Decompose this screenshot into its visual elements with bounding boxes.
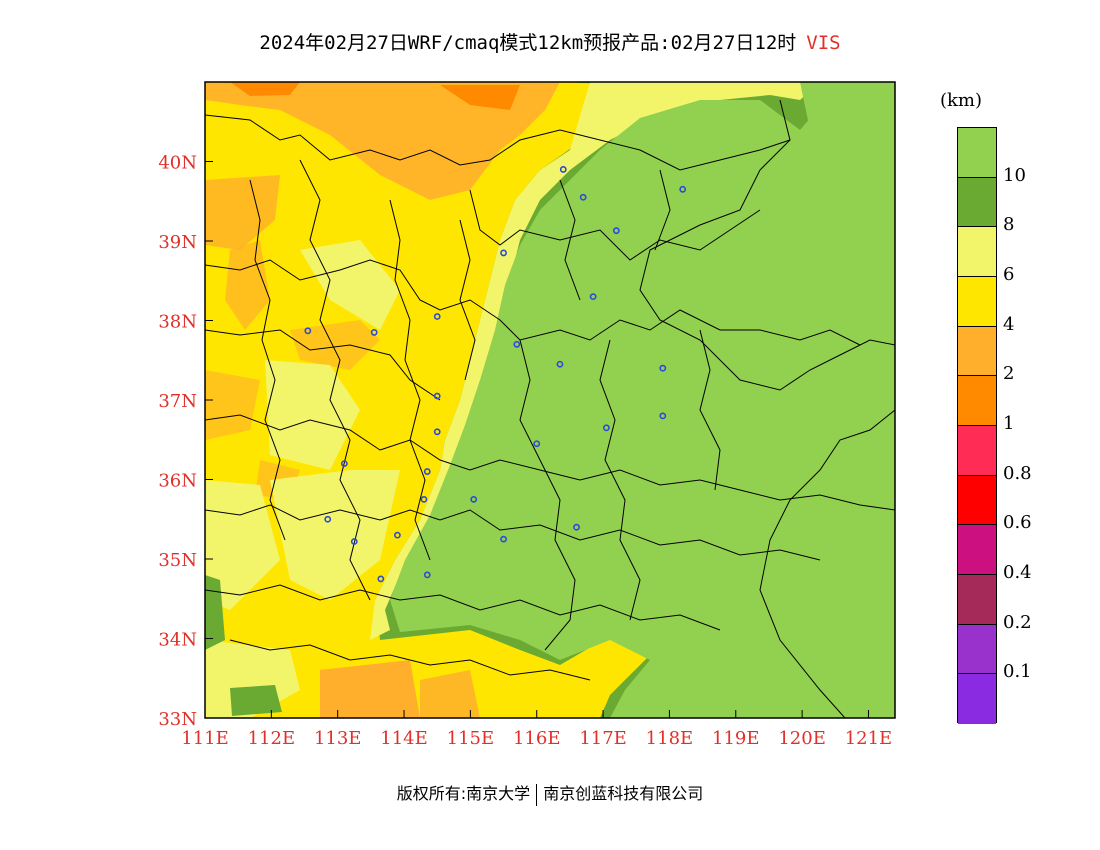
visibility-field	[205, 82, 895, 718]
colorbar-segment	[958, 177, 996, 228]
station-marker	[420, 495, 428, 503]
colorbar-label: 0.1	[1003, 661, 1032, 683]
station-marker	[602, 424, 610, 432]
colorbar-label: 0.2	[1003, 611, 1032, 633]
station-marker	[304, 327, 312, 335]
colorbar-segment	[958, 277, 996, 327]
footer-left: 版权所有:南京大学	[396, 784, 531, 803]
colorbar-segment	[958, 128, 996, 178]
station-marker	[433, 428, 441, 436]
station-marker	[324, 515, 332, 523]
colorbar-segment	[958, 525, 996, 575]
lat-tick-label: 36N	[158, 471, 197, 492]
station-marker	[556, 360, 564, 368]
colorbar-unit: (km)	[940, 90, 983, 111]
lon-tick-label: 114E	[380, 728, 428, 749]
chart-title: 2024年02月27日WRF/cmaq模式12km预报产品:02月27日12时 V…	[0, 28, 1100, 55]
lat-tick-label: 40N	[158, 153, 197, 174]
station-marker	[659, 364, 667, 372]
longitude-axis: 111E 112E 113E 114E 115E 116E 117E 118E 119E 120E…	[181, 710, 892, 749]
colorbar-label: 6	[1003, 264, 1015, 285]
colorbar-segment	[958, 227, 996, 277]
lon-tick-label: 115E	[447, 728, 495, 749]
station-marker	[423, 468, 431, 475]
station-marker	[370, 329, 378, 336]
lon-tick-label: 120E	[778, 728, 826, 749]
colorbar-segment	[958, 475, 996, 526]
colorbar-segment	[958, 376, 996, 426]
title-variable: VIS	[806, 32, 841, 54]
station-marker	[377, 575, 385, 583]
colorbar-segment	[958, 326, 996, 377]
station-marker	[513, 340, 521, 348]
colorbar-label: 4	[1003, 313, 1015, 335]
lon-tick-label: 112E	[248, 728, 296, 749]
station-marker	[559, 166, 567, 173]
colorbar-label: 0.8	[1003, 462, 1032, 484]
station-marker	[659, 412, 667, 420]
station-marker	[679, 185, 687, 193]
station-marker	[579, 193, 587, 201]
lat-tick-label: 37N	[158, 391, 197, 412]
station-marker	[470, 495, 478, 503]
lon-tick-label: 119E	[712, 728, 760, 749]
latitude-axis: 33N 34N 35N 36N 37N 38N 39N 40N	[158, 153, 213, 730]
footer-right: 南京创蓝科技有限公司	[543, 784, 704, 803]
station-marker	[533, 440, 541, 448]
station-marker	[394, 531, 401, 539]
title-main: 2024年02月27日WRF/cmaq模式12km预报产品:02月27日12时	[259, 32, 797, 54]
station-marker	[573, 523, 580, 531]
station-marker	[350, 538, 358, 545]
colorbar-label: 1	[1003, 413, 1015, 434]
lon-tick-label: 111E	[181, 728, 229, 749]
province-boundaries	[205, 99, 895, 718]
lon-tick-label: 116E	[513, 728, 561, 749]
station-marker	[500, 249, 507, 257]
colorbar-label: 0.6	[1003, 512, 1032, 534]
station-marker	[433, 392, 441, 400]
lat-tick-label: 33N	[158, 709, 197, 730]
colorbar	[957, 127, 997, 724]
footer-separator	[536, 783, 538, 806]
station-marker	[589, 293, 597, 301]
lat-tick-label: 35N	[158, 550, 197, 571]
colorbar-segment	[958, 674, 996, 724]
colorbar-segment	[958, 575, 996, 625]
colorbar-label: 2	[1003, 363, 1015, 385]
colorbar-label: 0.4	[1003, 562, 1032, 583]
station-marker	[340, 460, 348, 467]
station-marker	[423, 571, 431, 579]
lat-tick-label: 39N	[158, 232, 197, 253]
station-marker	[433, 313, 441, 320]
lon-tick-label: 113E	[314, 728, 362, 749]
colorbar-segment	[958, 624, 996, 675]
lon-tick-label: 117E	[579, 728, 627, 749]
copyright-footer: 版权所有:南京大学 南京创蓝科技有限公司	[0, 780, 1100, 806]
colorbar-segment	[958, 426, 996, 476]
station-marker	[612, 227, 620, 235]
colorbar-label: 8	[1003, 214, 1015, 236]
colorbar-label: 10	[1003, 164, 1026, 186]
lat-tick-label: 38N	[158, 312, 197, 333]
station-marker	[500, 535, 507, 543]
station-markers	[304, 166, 687, 583]
lon-tick-label: 118E	[646, 728, 694, 749]
lat-tick-label: 34N	[158, 630, 197, 651]
lon-tick-label: 121E	[845, 728, 893, 749]
